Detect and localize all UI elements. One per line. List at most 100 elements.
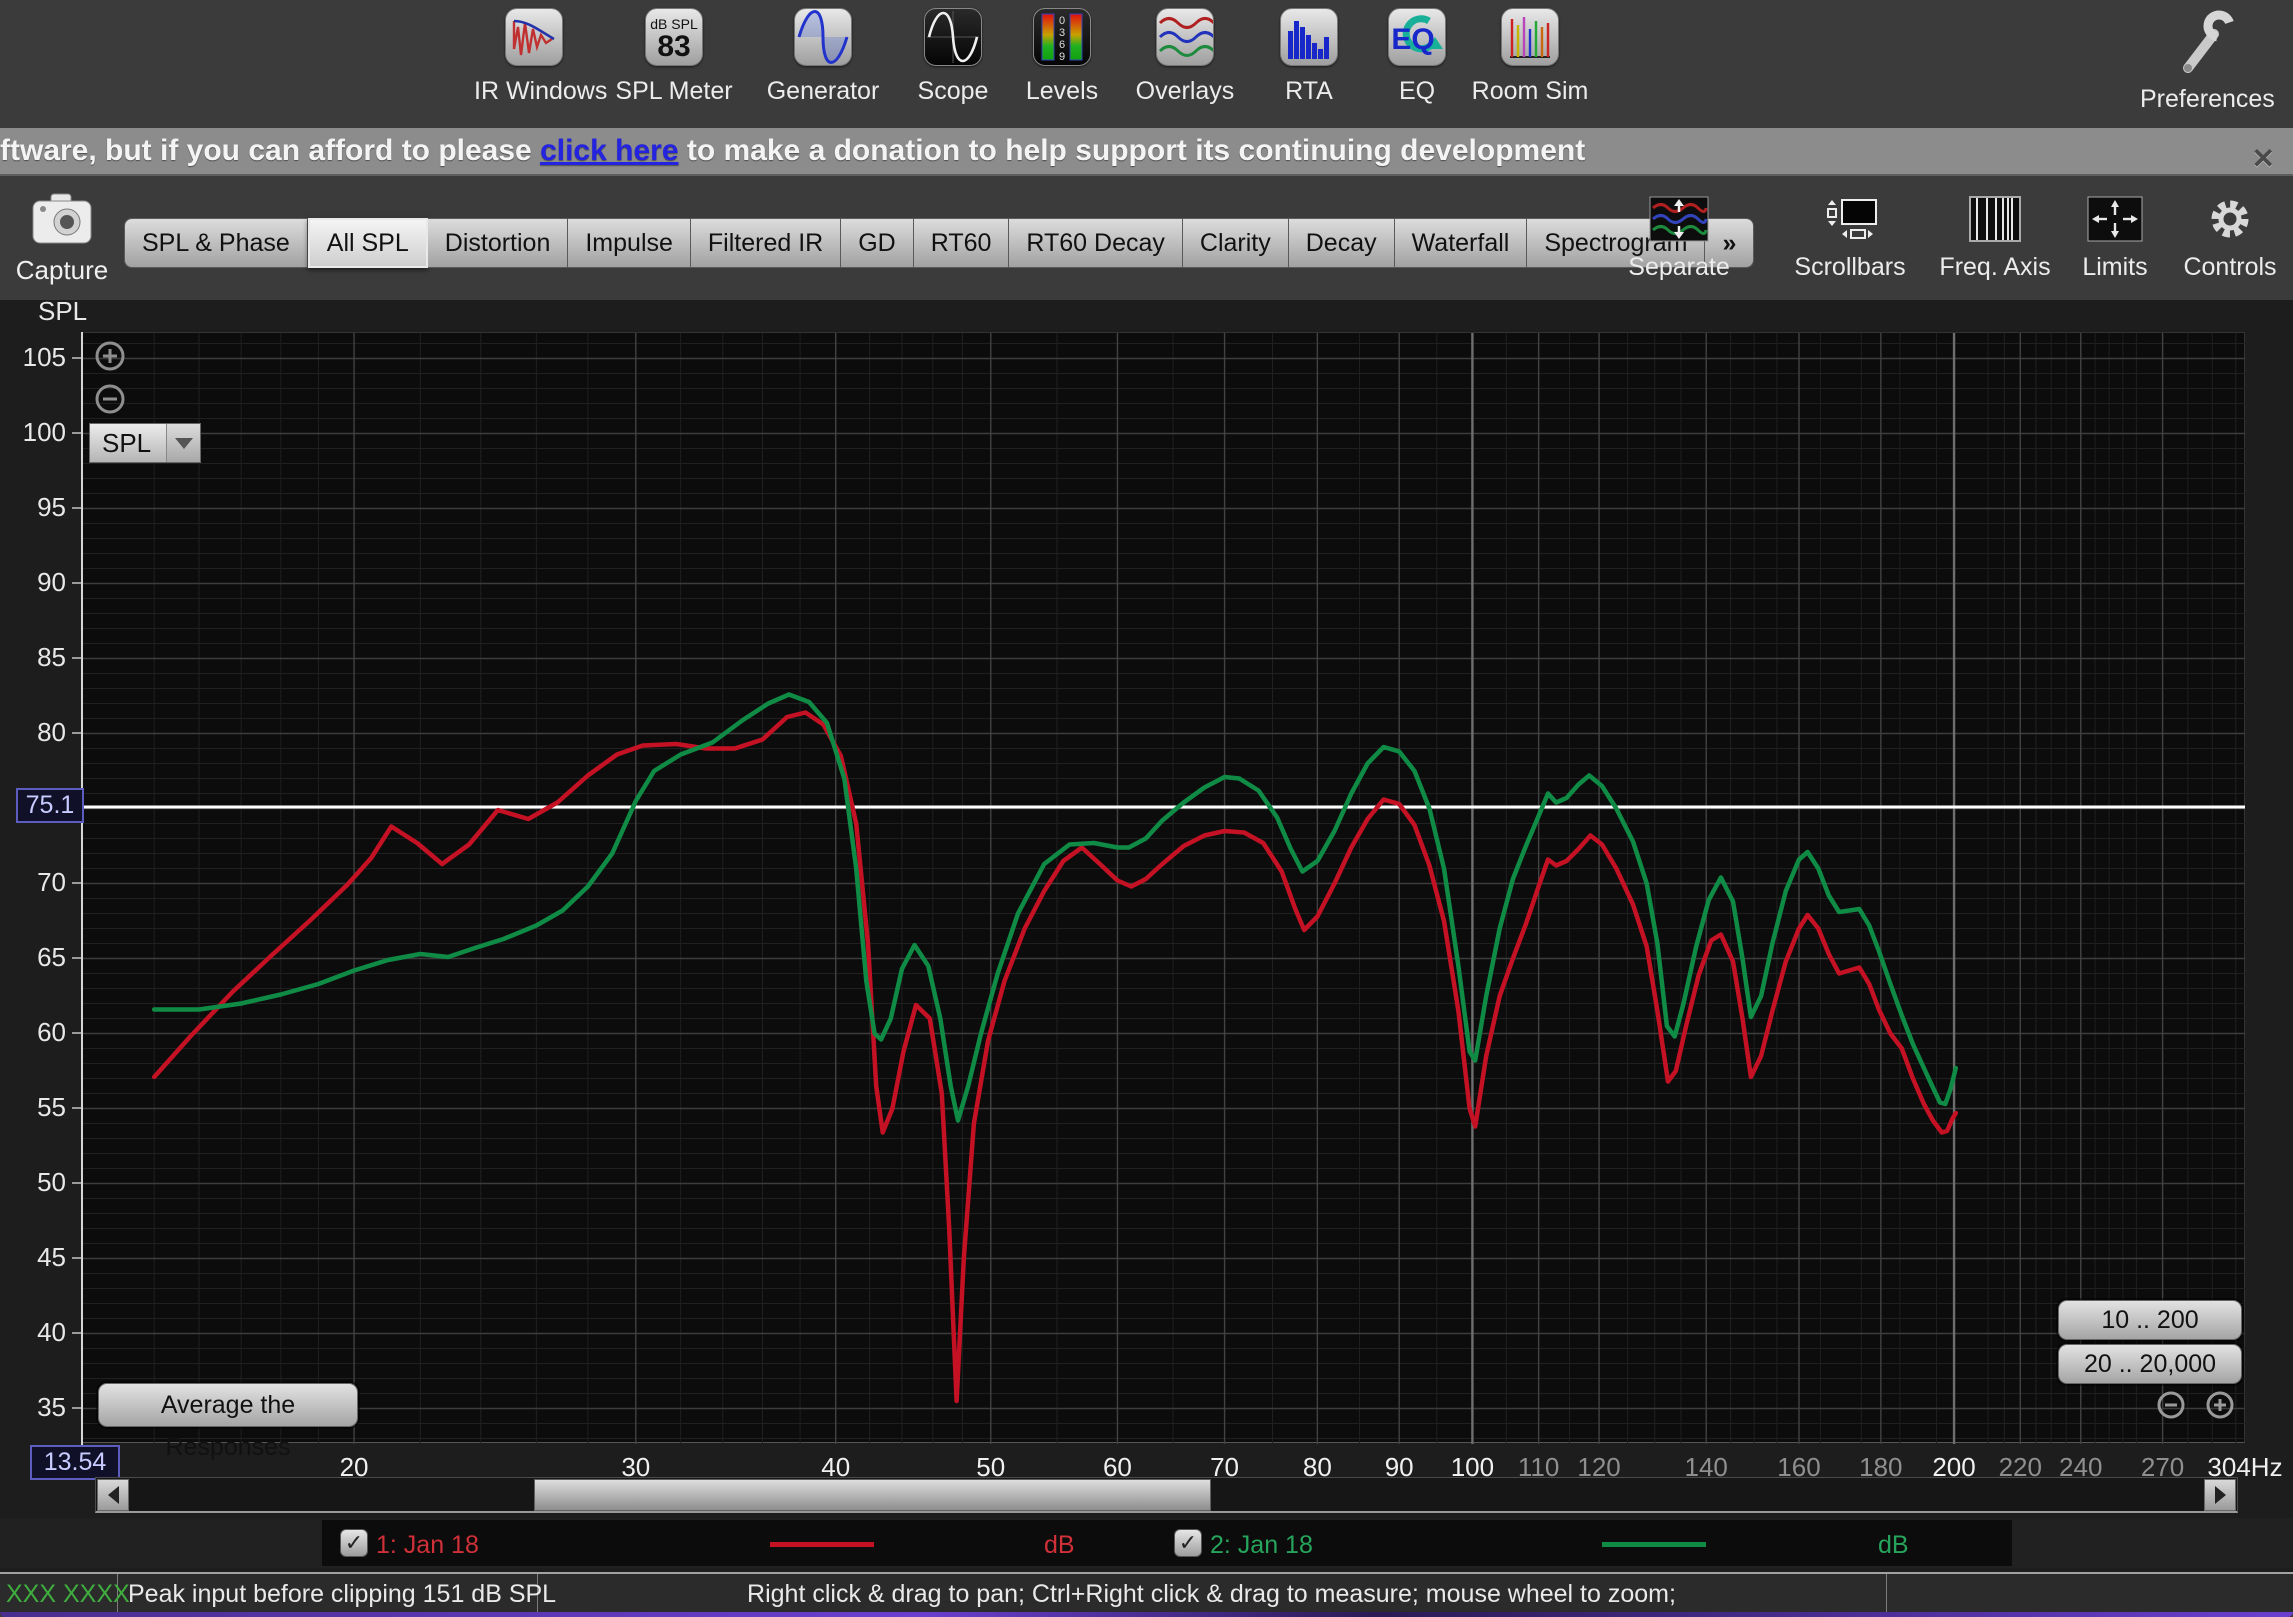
banner-text-after: to make a donation to help support its c… xyxy=(678,134,1586,167)
toolbar-levels[interactable]: 0 3 6 9 Levels xyxy=(1002,8,1122,106)
toolbar-label: Overlays xyxy=(1135,77,1235,105)
scope-icon xyxy=(924,8,982,66)
room-sim-icon xyxy=(1501,8,1559,66)
tab-clarity[interactable]: Clarity xyxy=(1182,218,1289,268)
toolbar-label: RTA xyxy=(1285,77,1333,105)
ir-windows-icon xyxy=(505,8,563,66)
y-tick-55: 55 xyxy=(37,1091,66,1122)
main-toolbar: IR Windows dB SPL 83 SPL Meter Generator … xyxy=(0,0,2293,128)
rta-icon xyxy=(1280,8,1338,66)
status-hint: Right click & drag to pan; Ctrl+Right cl… xyxy=(747,1580,1676,1608)
legend-row: ✓ 1: Jan 18 dB ✓ 2: Jan 18 dB xyxy=(0,1518,2293,1568)
tab-decay[interactable]: Decay xyxy=(1288,218,1395,268)
toolbar-rta[interactable]: RTA xyxy=(1249,8,1369,106)
toolbar-label: IR Windows xyxy=(474,77,608,105)
scrollbar-right-arrow[interactable] xyxy=(2204,1479,2236,1511)
spl-chart xyxy=(83,333,2245,1444)
cursor-frequency-readout: 13.54 xyxy=(30,1445,120,1480)
toolbar-ir-windows[interactable]: IR Windows xyxy=(474,8,608,106)
controls-button[interactable]: Controls xyxy=(2155,196,2293,282)
tab-waterfall[interactable]: Waterfall xyxy=(1394,218,1528,268)
trace1-label[interactable]: 1: Jan 18 xyxy=(376,1531,479,1559)
toolbar-room-sim[interactable]: Room Sim xyxy=(1470,8,1590,106)
overlay-type-select[interactable]: SPL xyxy=(89,423,201,463)
x-zoom-in-icon[interactable] xyxy=(2205,1390,2235,1425)
toolbar-eq[interactable]: EQ EQ xyxy=(1357,8,1477,106)
y-tick-90: 90 xyxy=(37,566,66,597)
measurement-tabstrip: SPL & Phase All SPL Distortion Impulse F… xyxy=(124,218,1755,268)
freq-axis-button[interactable]: Freq. Axis xyxy=(1920,196,2070,282)
zoom-in-icon[interactable] xyxy=(94,340,126,377)
status-device: XXX XXXX xyxy=(6,1580,130,1608)
range-10-200-button[interactable]: 10 .. 200 xyxy=(2058,1300,2242,1340)
svg-text:6: 6 xyxy=(1059,39,1065,51)
status-peak-input: Peak input before clipping 151 dB SPL xyxy=(128,1580,557,1608)
toolbar-label: EQ xyxy=(1398,77,1436,105)
trace2-label[interactable]: 2: Jan 18 xyxy=(1210,1531,1313,1559)
range-20-20000-button[interactable]: 20 .. 20,000 xyxy=(2058,1344,2242,1384)
trace1-unit: dB xyxy=(1044,1531,1075,1559)
tab-distortion[interactable]: Distortion xyxy=(427,218,569,268)
tab-filtered-ir[interactable]: Filtered IR xyxy=(690,218,842,268)
y-axis-title: SPL xyxy=(38,296,88,326)
svg-text:83: 83 xyxy=(657,30,690,63)
trace2-checkbox[interactable]: ✓ xyxy=(1174,1529,1202,1557)
x-zoom-out-icon[interactable] xyxy=(2156,1390,2186,1425)
toolbar-label: SPL Meter xyxy=(615,77,733,105)
horizontal-scrollbar[interactable] xyxy=(95,1477,2238,1513)
svg-text:dB SPL: dB SPL xyxy=(650,16,698,32)
average-responses-button[interactable]: Average the Responses xyxy=(98,1383,358,1461)
y-tick-85: 85 xyxy=(37,641,66,672)
chevron-down-icon xyxy=(166,424,200,462)
banner-close-icon[interactable]: ✕ xyxy=(2251,143,2275,174)
eq-icon: EQ xyxy=(1388,8,1446,66)
donation-banner: ftware, but if you can afford to please … xyxy=(0,128,2293,176)
toolbar-overlays[interactable]: Overlays xyxy=(1125,8,1245,106)
y-tick-35: 35 xyxy=(37,1391,66,1422)
svg-text:EQ: EQ xyxy=(1391,23,1434,56)
toolbar-scope[interactable]: Scope xyxy=(893,8,1013,106)
scrollbars-icon xyxy=(1827,199,1877,239)
toolbar-label: Room Sim xyxy=(1471,77,1589,105)
scrollbar-left-arrow[interactable] xyxy=(97,1479,129,1511)
capture-button[interactable]: Capture xyxy=(14,192,110,286)
toolbar-label: Scope xyxy=(917,77,989,105)
separate-button[interactable]: Separate xyxy=(1604,196,1754,282)
camera-icon xyxy=(32,193,92,244)
toolbar-spl-meter[interactable]: dB SPL 83 SPL Meter xyxy=(614,8,734,106)
trace2-line-sample xyxy=(1602,1542,1706,1547)
y-tick-70: 70 xyxy=(37,866,66,897)
graph-panel: SPL 10510095908580757065605550454035 203… xyxy=(0,296,2293,1572)
trace-1-jan-18 xyxy=(151,710,1959,1404)
tab-overflow-chevron[interactable]: » xyxy=(1705,218,1755,268)
y-tick-65: 65 xyxy=(37,941,66,972)
trace-2-jan-18 xyxy=(151,692,1959,1123)
toolbar-label: Generator xyxy=(766,77,880,105)
scrollbars-button[interactable]: Scrollbars xyxy=(1775,196,1925,282)
tab-all-spl[interactable]: All SPL xyxy=(307,218,428,268)
overlays-icon xyxy=(1156,8,1214,66)
trace1-checkbox[interactable]: ✓ xyxy=(340,1529,368,1557)
toolbar-generator[interactable]: Generator xyxy=(763,8,883,106)
limits-button[interactable]: Limits xyxy=(2040,196,2190,282)
preferences-button[interactable]: Preferences xyxy=(2140,4,2275,114)
tab-rt60[interactable]: RT60 xyxy=(913,218,1010,268)
tab-rt60-decay[interactable]: RT60 Decay xyxy=(1009,218,1183,268)
tab-impulse[interactable]: Impulse xyxy=(568,218,691,268)
toolbar-label: Levels xyxy=(1025,77,1099,105)
freq-axis-icon xyxy=(1969,196,2021,242)
nav-row: Capture SPL & Phase All SPL Distortion I… xyxy=(0,178,2293,300)
scrollbar-thumb[interactable] xyxy=(534,1479,1211,1511)
tab-gd[interactable]: GD xyxy=(841,218,914,268)
svg-text:9: 9 xyxy=(1059,51,1065,63)
zoom-out-icon[interactable] xyxy=(94,383,126,420)
y-axis-line xyxy=(81,332,83,1445)
tab-spl-phase[interactable]: SPL & Phase xyxy=(124,218,308,268)
svg-text:3: 3 xyxy=(1059,27,1065,39)
y-tick-45: 45 xyxy=(37,1241,66,1272)
donation-link[interactable]: click here xyxy=(540,134,679,167)
status-bar: XXX XXXX Peak input before clipping 151 … xyxy=(0,1572,2293,1614)
y-tick-105: 105 xyxy=(22,341,66,372)
spl-plot-area[interactable] xyxy=(83,332,2245,1444)
